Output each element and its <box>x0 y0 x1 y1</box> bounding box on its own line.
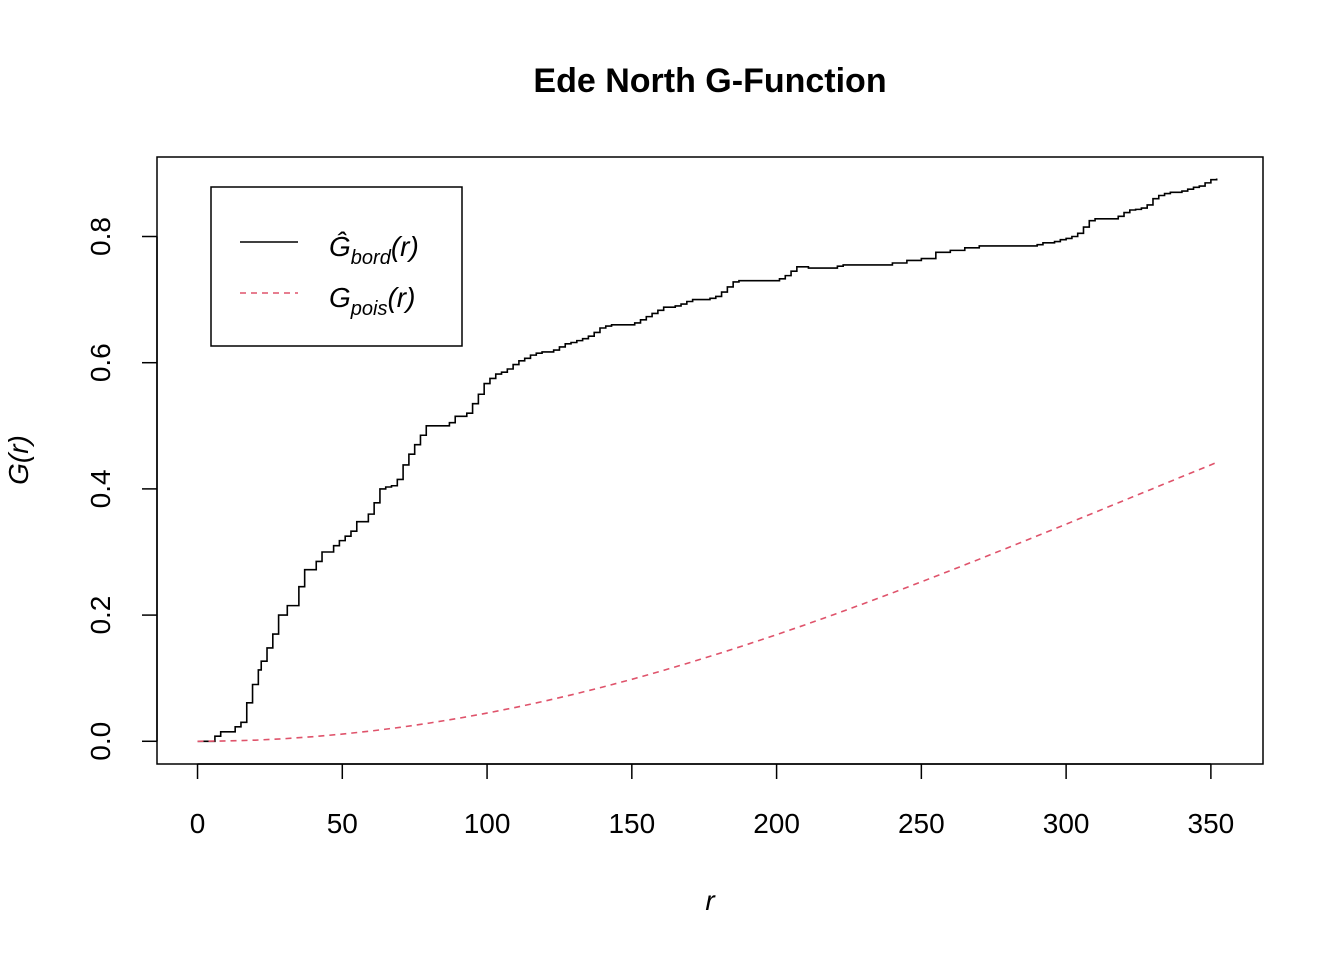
x-axis-label: r <box>705 885 716 916</box>
legend-label-bord: Ĝbord(r) <box>329 231 419 269</box>
y-axis: 0.0 0.2 0.4 0.6 0.8 <box>85 217 158 761</box>
y-tick-label: 0.4 <box>85 469 116 508</box>
x-axis: 0 50 100 150 200 250 300 350 <box>190 763 1235 839</box>
legend-main: G <box>329 282 351 313</box>
y-tick-label: 0.6 <box>85 343 116 382</box>
x-tick-label: 150 <box>608 808 655 839</box>
x-tick-label: 200 <box>753 808 800 839</box>
chart-title: Ede North G-Function <box>533 62 886 100</box>
legend-box <box>210 186 463 347</box>
legend-argument: (r) <box>391 231 419 262</box>
y-tick-label: 0.8 <box>85 217 116 256</box>
y-axis-label: G(r) <box>3 435 34 485</box>
legend: Ĝbord(r)Gpois(r) <box>210 186 463 347</box>
x-tick-label: 350 <box>1188 808 1235 839</box>
series-line-pois <box>197 461 1217 743</box>
legend-subscript: bord <box>351 247 392 269</box>
legend-subscript: pois <box>350 298 388 320</box>
series-layer <box>197 178 1218 743</box>
y-tick-label: 0.0 <box>85 722 116 761</box>
legend-argument: (r) <box>387 282 415 313</box>
x-tick-label: 300 <box>1043 808 1090 839</box>
legend-main: Ĝ <box>329 231 351 262</box>
x-tick-label: 100 <box>464 808 511 839</box>
x-tick-label: 250 <box>898 808 945 839</box>
y-tick-label: 0.2 <box>85 596 116 635</box>
x-tick-label: 50 <box>327 808 358 839</box>
legend-label-pois: Gpois(r) <box>329 282 415 320</box>
x-tick-label: 0 <box>190 808 206 839</box>
series-line-bord <box>197 178 1218 743</box>
